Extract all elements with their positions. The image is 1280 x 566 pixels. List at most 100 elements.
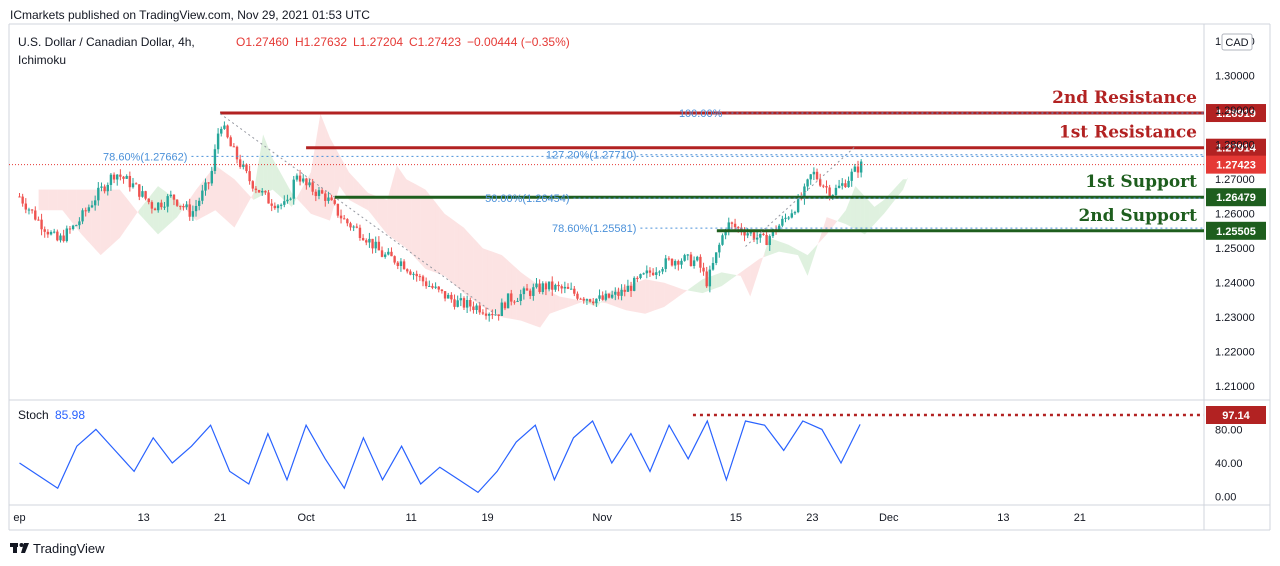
cloud-segment (802, 252, 808, 276)
cloud-segment (692, 282, 698, 293)
cloud-segment (831, 218, 837, 229)
y-tick-label: 1.23000 (1215, 312, 1255, 324)
cloud-segment (492, 251, 498, 315)
cloud-segment (95, 189, 101, 256)
indicator-name[interactable]: Ichimoku (18, 53, 66, 67)
candle-body (595, 298, 598, 304)
cloud-segment (277, 167, 283, 199)
cloud-segment (162, 189, 168, 231)
candle-body (368, 238, 371, 243)
cloud-segment (243, 189, 249, 211)
candle-body (261, 190, 264, 193)
candle-body (670, 258, 674, 266)
candle-body (431, 285, 434, 288)
candle-body (339, 215, 343, 219)
fib-label: 100.00% (679, 108, 723, 120)
symbol-title[interactable]: U.S. Dollar / Canadian Dollar, 4h, (18, 35, 195, 49)
cloud-segment (239, 184, 244, 219)
candle-body (305, 178, 308, 186)
candle-body (472, 306, 475, 311)
candle-body (680, 260, 683, 265)
cloud-segment (750, 262, 756, 297)
cloud-segment (726, 273, 732, 283)
y-tick-label: 1.30000 (1215, 71, 1255, 83)
candle-body (97, 187, 100, 201)
candle-body (311, 182, 314, 192)
cloud-segment (406, 179, 412, 254)
candle-body (620, 289, 623, 296)
cloud-segment (879, 199, 884, 219)
cloud-segment (358, 182, 364, 208)
candle-body (270, 203, 273, 206)
candle-body (421, 276, 425, 282)
candle-body (56, 231, 59, 241)
candle-body (626, 285, 630, 292)
candle-body (607, 293, 611, 298)
y-tick-label: 1.22000 (1215, 347, 1255, 359)
candle-body (434, 286, 437, 288)
cloud-segment (377, 196, 383, 229)
candle-body (34, 210, 37, 220)
candle-body (623, 289, 626, 292)
candle-body (737, 227, 740, 229)
x-tick-label: 13 (138, 512, 150, 524)
candle-body (551, 281, 554, 290)
cloud-segment (764, 237, 770, 257)
candle-body (415, 273, 418, 277)
candle-body (503, 302, 507, 309)
cloud-segment (115, 189, 120, 243)
candle-body (131, 183, 135, 188)
cloud-segment (392, 165, 397, 242)
stoch-value: 85.98 (55, 408, 85, 422)
x-tick-label: 19 (481, 512, 493, 524)
candle-body (185, 204, 188, 208)
candle-body (393, 256, 396, 263)
cloud-segment (511, 263, 517, 320)
candle-body (500, 302, 504, 316)
fib-label: 50.00%(1.26454) (485, 193, 569, 205)
cloud-segment (444, 213, 450, 281)
candle-body (43, 229, 46, 232)
currency-badge[interactable] (1221, 33, 1253, 51)
candle-body (648, 270, 652, 273)
candle-body (387, 251, 390, 255)
cloud-segment (812, 244, 818, 262)
candle-body (465, 299, 469, 308)
stoch-label[interactable]: Stoch (18, 408, 49, 422)
candle-body (844, 183, 847, 188)
y-tick-label: 1.26000 (1215, 209, 1255, 221)
candle-body (380, 250, 384, 257)
candle-body (418, 276, 422, 278)
candle-body (409, 271, 412, 275)
candle-body (346, 219, 349, 224)
candle-body (478, 305, 481, 313)
cloud-segment (649, 280, 655, 313)
cloud-segment (783, 243, 789, 254)
candle-body (191, 211, 195, 217)
cloud-segment (129, 201, 135, 225)
candle-body (711, 262, 715, 270)
cloud-segment (468, 232, 474, 300)
candle-body (238, 159, 242, 167)
candle-body (484, 313, 488, 316)
candle-body (336, 203, 340, 216)
candle-body (655, 272, 658, 275)
cloud-segment (807, 249, 813, 276)
ohlc-open: O1.27460 (236, 35, 289, 49)
cloud-segment (224, 172, 230, 224)
cloud-segment (506, 259, 512, 319)
price-tag-label: 1.25505 (1216, 226, 1256, 238)
candle-body (642, 273, 645, 275)
candle-body (172, 194, 176, 200)
cloud-segment (119, 189, 125, 238)
candle-body (658, 271, 661, 273)
last-price-tag-label: 1.27423 (1216, 160, 1256, 172)
cloud-segment (334, 146, 340, 204)
y-tick-label: 1.29000 (1215, 105, 1255, 117)
candle-body (645, 270, 649, 274)
candle-body (538, 283, 541, 292)
candle-body (686, 254, 689, 256)
cloud-segment (745, 265, 751, 297)
candle-body (809, 174, 812, 180)
